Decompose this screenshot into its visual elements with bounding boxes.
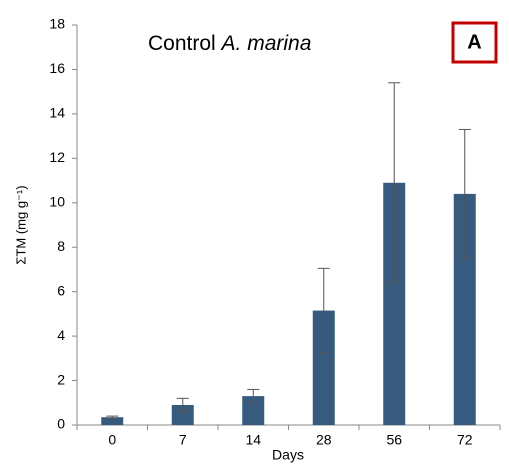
y-tick-label: 2 — [57, 371, 65, 387]
title-italic: A. marina — [220, 32, 312, 55]
x-tick-label: 28 — [316, 432, 332, 448]
y-tick-label: 14 — [49, 105, 65, 121]
y-tick-label: 0 — [57, 416, 65, 432]
bar — [312, 310, 335, 425]
chart-title: Control A. marina — [148, 32, 311, 55]
y-tick-label: 18 — [49, 16, 65, 32]
y-axis-label: ΣTM (mg g⁻¹) — [13, 185, 28, 264]
y-tick-label: 4 — [57, 327, 65, 343]
bar — [453, 193, 476, 425]
x-tick-label: 72 — [457, 432, 473, 448]
y-tick-label: 16 — [49, 60, 65, 76]
title-text: Control — [148, 32, 216, 55]
x-tick-label: 7 — [179, 432, 187, 448]
x-tick-label: 0 — [108, 432, 116, 448]
y-tick-label: 6 — [57, 282, 65, 298]
x-axis-label: Days — [272, 447, 304, 463]
bar — [101, 417, 124, 425]
panel-label: A — [467, 31, 481, 53]
y-tick-label: 12 — [49, 149, 65, 165]
y-tick-label: 10 — [49, 193, 65, 209]
x-tick-label: 14 — [245, 432, 261, 448]
panel-box — [451, 21, 498, 64]
x-tick-label: 56 — [386, 432, 402, 448]
bar — [242, 396, 265, 425]
y-tick-label: 8 — [57, 238, 65, 254]
bar — [171, 405, 194, 425]
bar — [383, 182, 406, 425]
